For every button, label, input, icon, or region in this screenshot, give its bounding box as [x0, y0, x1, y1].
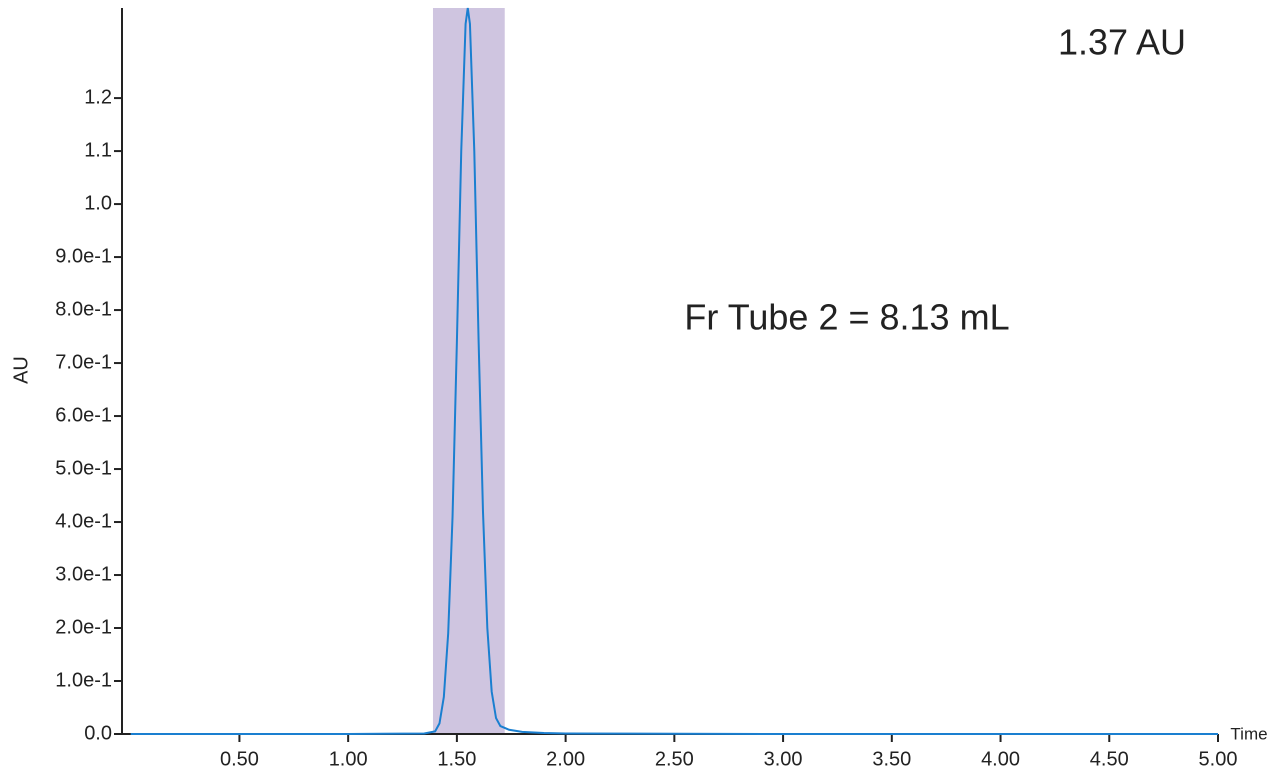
x-tick-label: 1.00: [329, 748, 368, 770]
y-axis-label: AU: [10, 356, 32, 384]
y-tick-label: 6.0e-1: [55, 404, 112, 426]
x-tick-label: 1.50: [437, 748, 476, 770]
x-tick-label: 2.00: [546, 748, 585, 770]
x-tick-label: 4.00: [981, 748, 1020, 770]
x-tick-label: 3.50: [872, 748, 911, 770]
x-tick-label: 5.00: [1199, 748, 1238, 770]
trace: [130, 7, 1218, 735]
max-annotation: 1.37 AU: [1058, 22, 1186, 63]
x-axis-label: Time: [1230, 724, 1267, 743]
y-tick-label: 1.0e-1: [55, 669, 112, 691]
y-tick-label: 1.1: [84, 139, 112, 161]
y-tick-label: 9.0e-1: [55, 245, 112, 267]
x-tick-label: 0.50: [220, 748, 259, 770]
y-tick-label: 7.0e-1: [55, 351, 112, 373]
y-tick-label: 8.0e-1: [55, 298, 112, 320]
y-tick-label: 1.2: [84, 86, 112, 108]
fraction-band: [432, 8, 505, 734]
fraction-annotation: Fr Tube 2 = 8.13 mL: [684, 297, 1009, 338]
x-tick-label: 2.50: [655, 748, 694, 770]
y-tick-label: 2.0e-1: [55, 616, 112, 638]
y-tick-label: 1.0: [84, 192, 112, 214]
x-tick-label: 3.00: [764, 748, 803, 770]
y-tick-label: 4.0e-1: [55, 510, 112, 532]
y-tick-label: 0.0: [84, 722, 112, 744]
y-tick-label: 5.0e-1: [55, 457, 112, 479]
y-tick-label: 3.0e-1: [55, 563, 112, 585]
x-tick-label: 4.50: [1090, 748, 1129, 770]
